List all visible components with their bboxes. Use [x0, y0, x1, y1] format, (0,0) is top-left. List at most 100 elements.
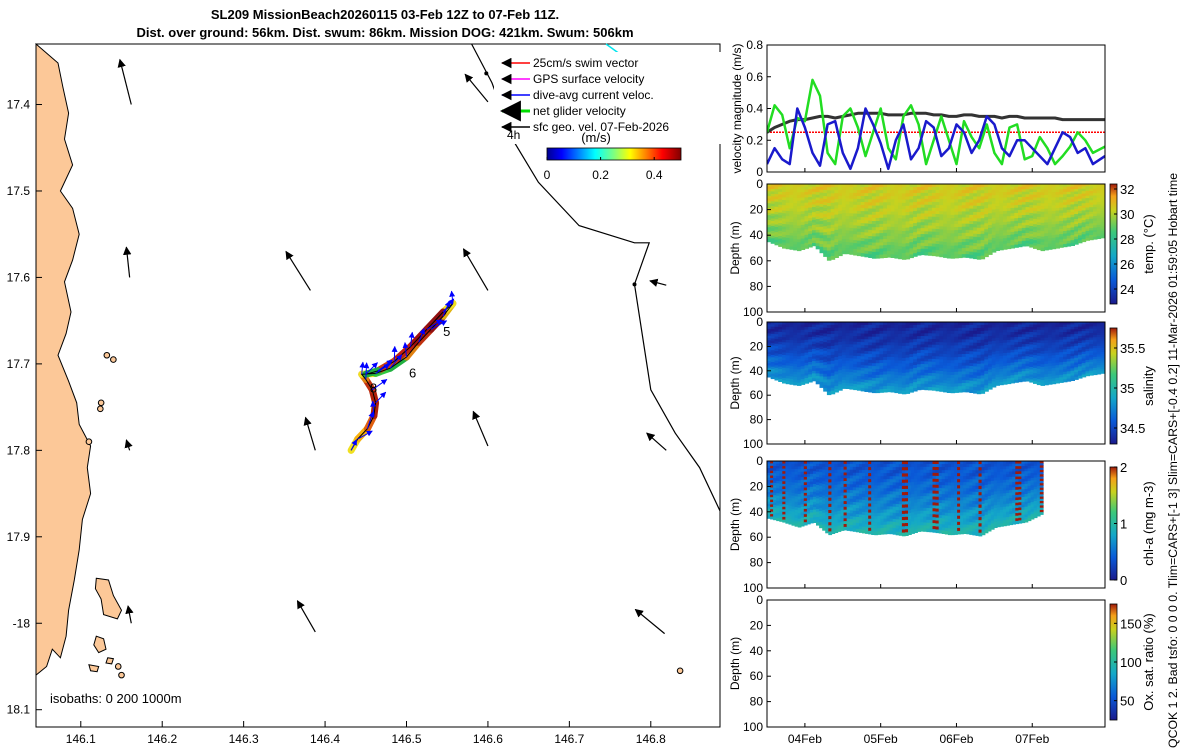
- section-cell: [931, 246, 937, 251]
- section-cell: [793, 327, 798, 331]
- section-cell: [849, 184, 854, 188]
- section-cell: [1070, 341, 1075, 345]
- section-cell: [890, 348, 896, 352]
- section-cell: [782, 332, 787, 336]
- section-cell: [838, 237, 843, 242]
- section-cell: [883, 386, 888, 390]
- section-cell: [806, 461, 811, 465]
- section-cell: [999, 225, 1004, 229]
- section-cell: [860, 330, 866, 335]
- section-cell: [1029, 337, 1034, 341]
- section-cell: [984, 370, 989, 375]
- section-cell: [984, 388, 989, 392]
- section-cell: [778, 184, 783, 188]
- section-cell: [890, 357, 896, 361]
- section-cell: [789, 345, 794, 349]
- section-cell: [939, 348, 944, 352]
- section-cell: [976, 221, 982, 226]
- section-cell: [845, 230, 851, 234]
- section-cell: [841, 385, 847, 389]
- section-cell: [773, 461, 777, 464]
- section-cell: [1055, 202, 1060, 206]
- section-cell: [879, 365, 884, 370]
- section-cell: [995, 244, 1000, 249]
- section-cell: [1059, 205, 1064, 209]
- section-cell: [958, 214, 963, 219]
- section-cell: [1100, 184, 1105, 187]
- section-cell: [991, 201, 997, 205]
- section-cell: [778, 324, 783, 328]
- section-cell: [849, 225, 854, 229]
- section-cell: [973, 333, 978, 338]
- section-cell: [778, 336, 783, 340]
- section-cell: [1096, 184, 1102, 187]
- section-cell: [853, 322, 858, 326]
- section-cell: [1014, 347, 1019, 351]
- section-cell: [1033, 352, 1038, 356]
- section-cell: [898, 369, 903, 373]
- section-cell: [815, 322, 821, 326]
- section-cell: [1006, 235, 1012, 239]
- section-cell: [794, 466, 799, 470]
- section-cell: [813, 512, 817, 516]
- section-cell: [969, 371, 974, 376]
- section-cell: [946, 254, 952, 259]
- section-cell: [879, 239, 884, 243]
- section-cell: [797, 220, 802, 224]
- section-cell: [823, 250, 828, 254]
- section-cell: [883, 248, 888, 252]
- section-cell: [1085, 337, 1090, 341]
- section-cell: [1040, 197, 1045, 202]
- section-cell: [939, 385, 944, 389]
- section-cell: [991, 189, 997, 194]
- section-cell: [1059, 344, 1064, 348]
- section-cell: [913, 244, 918, 248]
- section-cell: [1003, 360, 1008, 364]
- section-cell: [815, 186, 821, 190]
- section-cell: [894, 324, 899, 329]
- section-cell: [868, 184, 873, 188]
- section-cell: [1006, 342, 1012, 346]
- section-cell: [931, 249, 937, 254]
- section-cell: [976, 199, 982, 204]
- section-cell: [841, 338, 847, 342]
- section-cell: [841, 195, 847, 200]
- section-cell: [849, 242, 854, 246]
- section-cell: [958, 251, 963, 255]
- section-cell: [916, 216, 922, 221]
- section-cell: [961, 371, 967, 375]
- section-cell: [774, 367, 779, 371]
- section-cell: [819, 324, 824, 328]
- section-cell: [954, 227, 959, 231]
- section-cell: [853, 347, 858, 351]
- section-cell: [1033, 339, 1038, 344]
- section-cell: [961, 211, 967, 215]
- section-cell: [1044, 335, 1049, 339]
- section-cell: [969, 196, 974, 200]
- section-cell: [883, 333, 888, 338]
- section-cell: [920, 352, 926, 357]
- section-cell: [875, 372, 881, 376]
- section-cell: [954, 187, 959, 191]
- section-cell: [1029, 327, 1034, 331]
- section-cell: [931, 387, 937, 391]
- section-cell: [785, 492, 790, 496]
- section-cell: [879, 236, 884, 240]
- section-cell: [823, 241, 828, 245]
- section-cell: [819, 373, 824, 377]
- section-cell: [856, 252, 862, 257]
- section-cell: [845, 210, 851, 214]
- section-cell: [841, 352, 847, 356]
- section-cell: [823, 205, 828, 209]
- section-cell: [825, 461, 829, 465]
- section-cell: [813, 486, 817, 490]
- section-cell: [1070, 196, 1075, 200]
- section-cell: [1003, 358, 1008, 362]
- section-cell: [973, 357, 978, 362]
- section-cell: [841, 327, 847, 331]
- section-cell: [785, 373, 791, 377]
- section-cell: [797, 524, 802, 528]
- section-cell: [1093, 352, 1098, 356]
- section-cell: [773, 473, 777, 477]
